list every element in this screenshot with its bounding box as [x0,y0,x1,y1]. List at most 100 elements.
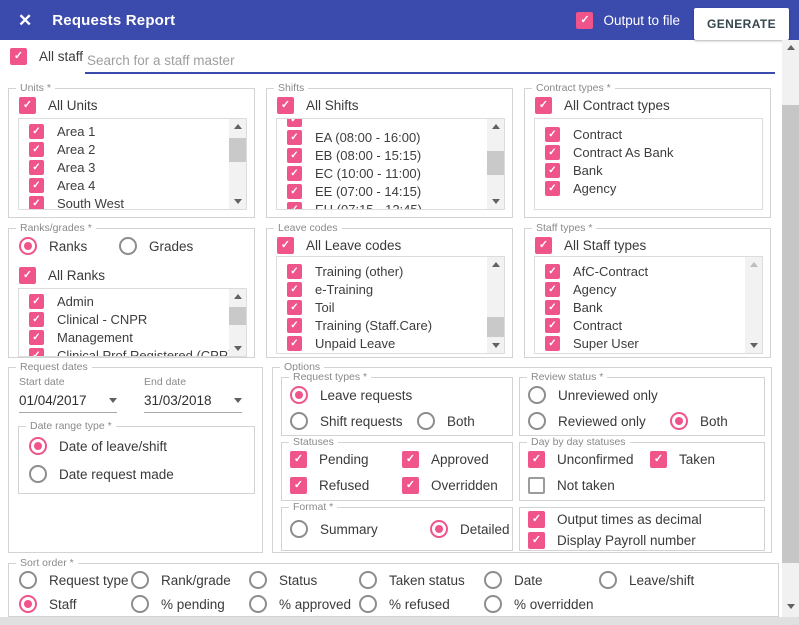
scrollbar-thumb[interactable] [782,105,799,563]
sort-staff-option[interactable]: Staff [19,595,77,613]
reviewed-only-option[interactable]: Reviewed only [528,412,646,430]
sort-taken-status-radio[interactable] [359,571,377,589]
all-contract-types-checkbox[interactable] [535,97,552,114]
output-times-as-decimal-checkbox[interactable] [528,511,545,528]
request-types-both-radio[interactable] [417,412,435,430]
checkbox[interactable] [545,281,560,297]
checkbox[interactable] [287,201,302,209]
checkbox[interactable] [545,299,560,315]
output-times-as-decimal-option[interactable]: Output times as decimal [528,511,702,528]
contract-types-list[interactable]: Contract Contract As Bank Bank Agency [534,118,763,210]
not-taken-checkbox[interactable] [528,477,545,494]
scroll-down-icon[interactable] [487,194,504,209]
taken-option[interactable]: Taken [650,451,715,468]
refused-option[interactable]: Refused [290,477,369,494]
output-to-file-checkbox[interactable] [576,11,594,29]
checkbox[interactable] [29,347,44,356]
sort-taken-status-option[interactable]: Taken status [359,571,465,589]
all-units-checkbox[interactable] [19,97,36,114]
all-staff-checkbox[interactable] [10,48,27,65]
shifts-list[interactable]: EA (08:00 - 16:00) EB (08:00 - 15:15) EC… [276,118,505,210]
list-item[interactable]: Clinical - CNPR [19,310,246,328]
list-item[interactable]: Training (other) [277,262,504,280]
generate-button[interactable]: GENERATE [694,8,789,40]
staff-types-scrollbar[interactable] [745,257,762,353]
ranks-radio-option[interactable]: Ranks [19,237,87,255]
list-item[interactable]: EC (10:00 - 11:00) [277,164,504,182]
checkbox[interactable] [29,141,44,157]
all-ranks-checkbox[interactable] [19,267,36,284]
scroll-down-icon[interactable] [745,338,762,353]
checkbox[interactable] [29,329,44,345]
leave-requests-radio[interactable] [290,386,308,404]
ranks-radio[interactable] [19,237,37,255]
list-item[interactable]: Contract [535,125,762,143]
leave-requests-option[interactable]: Leave requests [290,386,412,404]
scrollbar-thumb[interactable] [229,138,246,162]
checkbox[interactable] [287,183,302,199]
taken-checkbox[interactable] [650,451,667,468]
list-item[interactable]: Contract [535,316,762,334]
list-item[interactable]: e-Training [277,280,504,298]
sort-pct-overridden-option[interactable]: % overridden [484,595,594,613]
all-staff-types-checkbox[interactable] [535,237,552,254]
sort-status-option[interactable]: Status [249,571,317,589]
list-item[interactable]: EH (07:15 - 12:45) [277,200,504,209]
all-ranks-option[interactable]: All Ranks [19,267,105,284]
sort-date-option[interactable]: Date [484,571,543,589]
list-item[interactable]: Area 3 [19,158,246,176]
scroll-up-icon[interactable] [782,40,799,55]
not-taken-option[interactable]: Not taken [528,477,615,494]
list-item[interactable]: South West [19,194,246,209]
units-scrollbar[interactable] [229,119,246,209]
sort-rank-grade-option[interactable]: Rank/grade [131,571,231,589]
overridden-option[interactable]: Overridden [402,477,498,494]
ranks-list[interactable]: Admin Clinical - CNPR Management Clinica… [18,288,247,357]
scroll-down-icon[interactable] [487,338,504,353]
list-item[interactable]: Unpaid Leave [277,334,504,352]
reviewed-only-radio[interactable] [528,412,546,430]
ranks-scrollbar[interactable] [229,289,246,356]
page-scrollbar[interactable] [782,40,799,617]
list-item[interactable]: EB (08:00 - 15:15) [277,146,504,164]
list-item[interactable]: Area 1 [19,122,246,140]
leave-codes-list[interactable]: Training (other) e-Training Toil Trainin… [276,256,505,354]
sort-staff-radio[interactable] [19,595,37,613]
summary-radio[interactable] [290,520,308,538]
leave-codes-scrollbar[interactable] [487,257,504,353]
start-date-select[interactable]: 01/04/2017 [19,388,117,413]
list-item[interactable]: Agency [535,280,762,298]
date-of-leave-shift-option[interactable]: Date of leave/shift [29,437,167,455]
list-item[interactable]: Management [19,328,246,346]
checkbox[interactable] [29,293,44,309]
summary-option[interactable]: Summary [290,520,378,538]
unreviewed-only-option[interactable]: Unreviewed only [528,386,658,404]
sort-date-radio[interactable] [484,571,502,589]
display-payroll-number-checkbox[interactable] [528,532,545,549]
scrollbar-thumb[interactable] [229,307,246,325]
end-date-select[interactable]: 31/03/2018 [144,388,242,413]
unreviewed-only-radio[interactable] [528,386,546,404]
scroll-up-icon[interactable] [487,119,504,134]
review-status-both-radio[interactable] [670,412,688,430]
grades-radio[interactable] [119,237,137,255]
checkbox[interactable] [287,281,302,297]
detailed-option[interactable]: Detailed [430,520,510,538]
checkbox[interactable] [545,335,560,351]
list-item[interactable]: Agency [535,179,762,197]
list-item[interactable]: Toil [277,298,504,316]
sort-status-radio[interactable] [249,571,267,589]
sort-pct-pending-option[interactable]: % pending [131,595,225,613]
checkbox[interactable] [287,147,302,163]
sort-pct-refused-radio[interactable] [359,595,377,613]
request-types-both-option[interactable]: Both [417,412,475,430]
display-payroll-number-option[interactable]: Display Payroll number [528,532,696,549]
checkbox[interactable] [29,311,44,327]
scroll-up-icon[interactable] [487,257,504,272]
sort-pct-approved-option[interactable]: % approved [249,595,351,613]
approved-option[interactable]: Approved [402,451,489,468]
units-list[interactable]: Area 1 Area 2 Area 3 Area 4 South West [18,118,247,210]
scrollbar-thumb[interactable] [487,317,504,337]
checkbox[interactable] [287,119,302,127]
list-item[interactable] [277,119,504,128]
